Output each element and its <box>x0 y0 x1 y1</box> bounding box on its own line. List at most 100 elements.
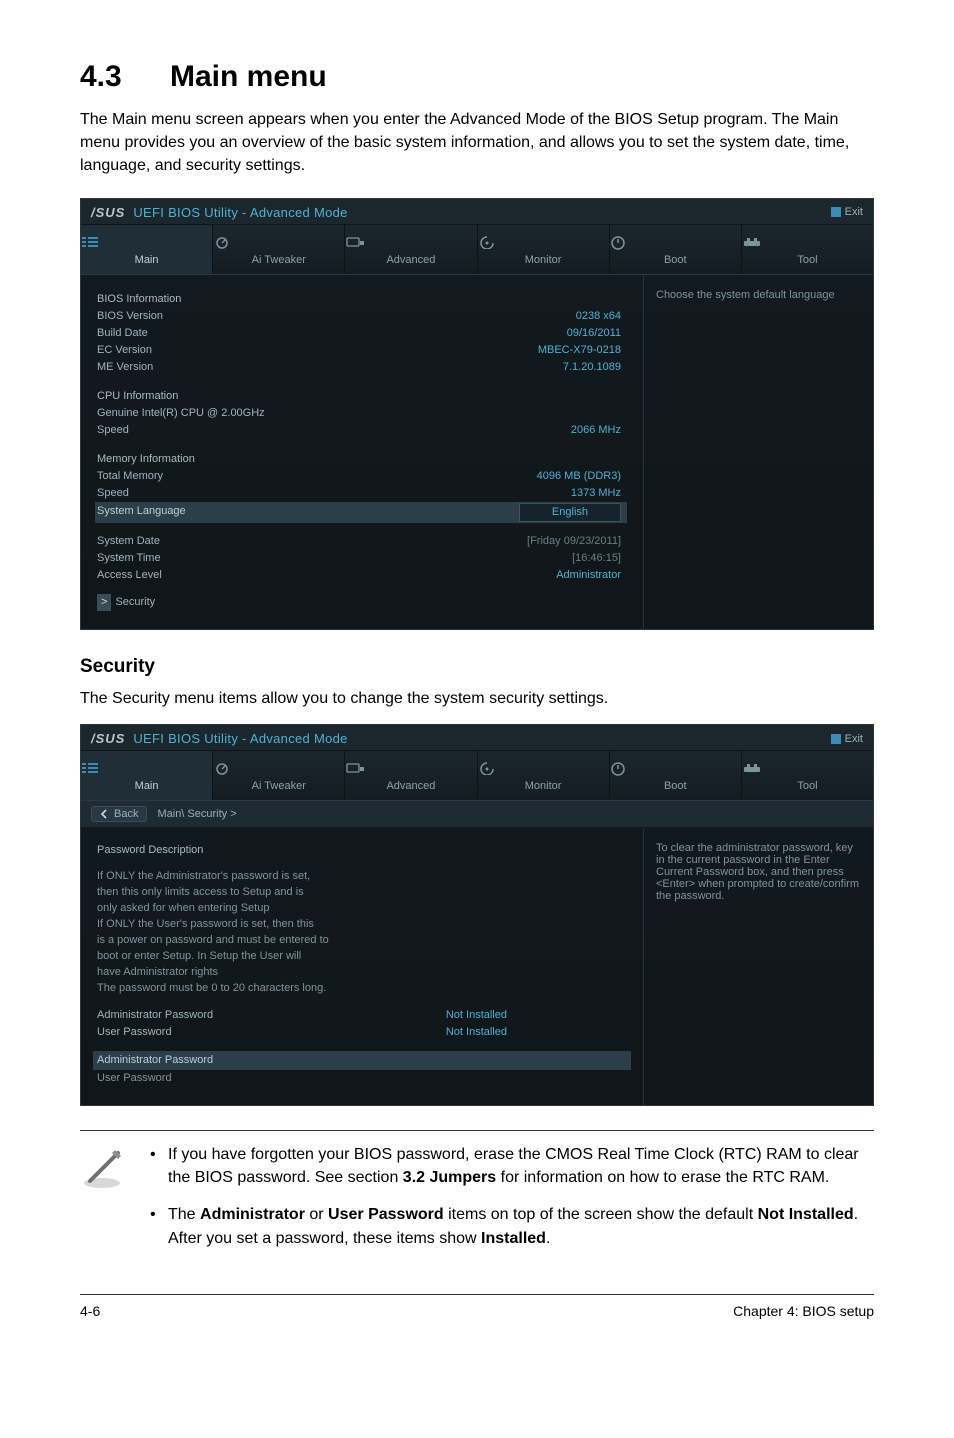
tab-icon <box>478 235 609 249</box>
tab-icon <box>478 761 609 775</box>
bios-title: /SUS UEFI BIOS Utility - Advanced Mode <box>91 731 348 746</box>
tab-label: Advanced <box>386 254 435 266</box>
selected-row[interactable]: Administrator Password <box>93 1051 631 1070</box>
info-label: Speed <box>97 422 571 439</box>
security-text: The Security menu items allow you to cha… <box>80 690 874 708</box>
info-value: 4096 MB (DDR3) <box>537 468 627 485</box>
tab-tool[interactable]: Tool <box>742 751 873 800</box>
tab-label: Ai Tweaker <box>252 780 306 792</box>
selected-row[interactable]: System LanguageEnglish <box>95 502 627 523</box>
info-row: System Date[Friday 09/23/2011] <box>97 533 627 550</box>
info-value: 0238 x64 <box>576 308 627 325</box>
info-row: Total Memory4096 MB (DDR3) <box>97 468 627 485</box>
menu-item[interactable]: User Password <box>97 1070 627 1087</box>
brand-logo: /SUS <box>91 205 125 220</box>
info-value: 7.1.20.1089 <box>563 359 627 376</box>
bios-help-panel: Choose the system default language <box>643 275 873 630</box>
section-heading: 4.3Main menu <box>80 60 874 94</box>
tab-advanced[interactable]: Advanced <box>345 751 477 800</box>
info-value: MBEC-X79-0218 <box>538 342 627 359</box>
bios-main-panel: /SUS UEFI BIOS Utility - Advanced Mode E… <box>80 198 874 631</box>
info-label: System Date <box>97 533 527 550</box>
back-arrow-icon <box>100 809 110 819</box>
info-label: System Time <box>97 550 572 567</box>
bios-titlebar: /SUS UEFI BIOS Utility - Advanced Mode E… <box>81 199 873 225</box>
tab-label: Monitor <box>525 780 562 792</box>
tab-icon <box>610 761 741 775</box>
info-value: Administrator <box>556 567 627 584</box>
tab-advanced[interactable]: Advanced <box>345 225 477 274</box>
tab-icon <box>742 761 873 775</box>
info-row: Access LevelAdministrator <box>97 567 627 584</box>
section-head: CPU Information <box>97 388 627 405</box>
tab-label: Tool <box>797 780 817 792</box>
brand-logo: /SUS <box>91 731 125 746</box>
note-icon <box>80 1131 132 1264</box>
tab-icon <box>742 235 873 249</box>
exit-button[interactable]: Exit <box>831 733 863 745</box>
tab-icon <box>213 235 344 249</box>
info-row: System Time[16:46:15] <box>97 550 627 567</box>
tab-ai-tweaker[interactable]: Ai Tweaker <box>213 225 345 274</box>
bios-security-panel: /SUS UEFI BIOS Utility - Advanced Mode E… <box>80 724 874 1106</box>
bios-title-text: UEFI BIOS Utility - Advanced Mode <box>133 731 347 746</box>
bios-security-content: Password Description If ONLY the Administ… <box>81 828 643 1105</box>
selected-label: System Language <box>95 503 519 522</box>
bios-main-content: BIOS InformationBIOS Version0238 x64Buil… <box>81 275 643 630</box>
bios-help-text: Choose the system default language <box>656 289 861 301</box>
note-item: If you have forgotten your BIOS password… <box>150 1143 874 1189</box>
info-label: Total Memory <box>97 468 537 485</box>
tab-main[interactable]: Main <box>81 225 213 274</box>
bios-breadcrumb: Back Main\ Security > <box>81 801 873 828</box>
tab-main[interactable]: Main <box>81 751 213 800</box>
section-head: Memory Information <box>97 451 627 468</box>
security-heading: Security <box>80 656 874 678</box>
password-status-row: Administrator PasswordNot Installed <box>97 1007 627 1024</box>
info-value: 1373 MHz <box>571 485 627 502</box>
info-label: Access Level <box>97 567 556 584</box>
exit-button[interactable]: Exit <box>831 206 863 218</box>
info-label: Build Date <box>97 325 567 342</box>
password-status-row: User PasswordNot Installed <box>97 1024 627 1041</box>
bios-tabs: Main Ai Tweaker Advanced Monitor Boot Tool <box>81 751 873 801</box>
bios-titlebar: /SUS UEFI BIOS Utility - Advanced Mode E… <box>81 725 873 751</box>
password-label: User Password <box>97 1024 446 1041</box>
exit-label: Exit <box>845 733 863 745</box>
section-number: 4.3 <box>80 60 170 94</box>
info-row: BIOS Version0238 x64 <box>97 308 627 325</box>
info-label: Speed <box>97 485 571 502</box>
tab-icon <box>345 761 476 775</box>
tab-boot[interactable]: Boot <box>610 751 742 800</box>
bios-help-panel: To clear the administrator password, key… <box>643 828 873 1105</box>
tab-tool[interactable]: Tool <box>742 225 873 274</box>
tab-monitor[interactable]: Monitor <box>478 751 610 800</box>
bios-help-text: To clear the administrator password, key… <box>656 842 861 902</box>
info-value: [Friday 09/23/2011] <box>527 533 627 550</box>
note-body: If you have forgotten your BIOS password… <box>150 1131 874 1264</box>
tab-icon <box>81 235 212 249</box>
chevron-right-icon: > <box>97 594 111 611</box>
exit-icon <box>831 207 841 217</box>
section-head: BIOS Information <box>97 291 627 308</box>
password-desc-body: If ONLY the Administrator's password is … <box>97 869 627 997</box>
note-block: If you have forgotten your BIOS password… <box>80 1130 874 1264</box>
tab-monitor[interactable]: Monitor <box>478 225 610 274</box>
tab-icon <box>610 235 741 249</box>
info-row: Build Date09/16/2011 <box>97 325 627 342</box>
password-label: Administrator Password <box>97 1007 446 1024</box>
submenu-link[interactable]: >Security <box>97 594 627 611</box>
info-value <box>621 405 627 422</box>
password-desc-head: Password Description <box>97 842 627 859</box>
info-label: BIOS Version <box>97 308 576 325</box>
tab-boot[interactable]: Boot <box>610 225 742 274</box>
tab-icon <box>81 761 212 775</box>
bios-title-text: UEFI BIOS Utility - Advanced Mode <box>133 205 347 220</box>
info-label: ME Version <box>97 359 563 376</box>
back-button[interactable]: Back <box>91 806 147 822</box>
tab-ai-tweaker[interactable]: Ai Tweaker <box>213 751 345 800</box>
info-row: Speed1373 MHz <box>97 485 627 502</box>
bios-tabs: MainAi Tweaker Advanced MonitorBootTool <box>81 225 873 275</box>
password-value: Not Installed <box>446 1024 627 1041</box>
breadcrumb-path: Main\ Security > <box>157 808 236 820</box>
info-label: Genuine Intel(R) CPU @ 2.00GHz <box>97 405 621 422</box>
